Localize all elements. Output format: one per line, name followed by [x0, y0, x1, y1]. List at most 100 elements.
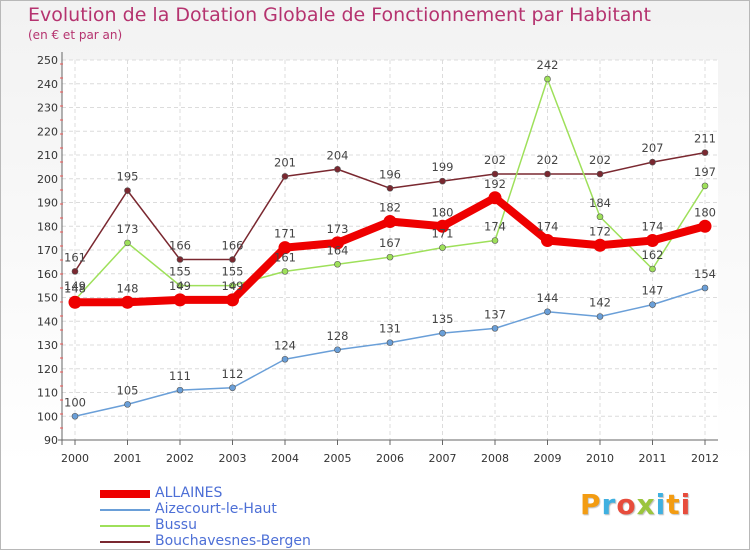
- x-tick-label-2005: 2005: [324, 452, 352, 465]
- point-bouchavesnes-bergen-2007: [439, 177, 446, 185]
- point-aizecourt-le-haut-2010: [596, 313, 604, 320]
- point-allaines-2009: [541, 234, 554, 247]
- data-label-aizecourt-le-haut-2005: 128: [327, 329, 349, 343]
- point-bouchavesnes-bergen-2011: [649, 158, 656, 166]
- point-allaines-2012: [698, 219, 712, 233]
- y-tick-label-240: 240: [37, 78, 58, 91]
- data-label-bussu-2008: 174: [484, 220, 506, 234]
- data-label-allaines-2006: 182: [379, 201, 401, 215]
- y-tick-label-150: 150: [37, 292, 58, 305]
- point-aizecourt-le-haut-2007: [439, 329, 446, 337]
- data-label-bussu-2006: 167: [379, 236, 401, 250]
- legend-swatch-allaines: [100, 490, 150, 498]
- data-label-aizecourt-le-haut-2001: 105: [117, 383, 139, 397]
- point-bussu-2003: [229, 282, 236, 289]
- data-label-bussu-2001: 173: [117, 222, 139, 236]
- legend-label-bussu: Bussu: [155, 517, 197, 533]
- point-allaines-2006: [383, 215, 397, 228]
- data-label-bouchavesnes-bergen-2009: 202: [537, 153, 559, 167]
- y-tick-label-220: 220: [37, 125, 58, 138]
- point-bouchavesnes-bergen-2009: [544, 170, 551, 178]
- data-label-aizecourt-le-haut-2012: 154: [694, 267, 716, 281]
- data-label-bussu-2002: 155: [169, 265, 191, 279]
- point-allaines-2008: [488, 191, 502, 205]
- data-label-bouchavesnes-bergen-2003: 166: [222, 239, 244, 253]
- data-label-aizecourt-le-haut-2003: 112: [222, 367, 244, 381]
- y-tick-label-140: 140: [37, 315, 58, 328]
- legend-label-bouchavesnes: Bouchavesnes-Bergen: [155, 533, 311, 549]
- point-allaines-2004: [278, 241, 292, 255]
- point-aizecourt-le-haut-2003: [229, 384, 236, 392]
- point-aizecourt-le-haut-2005: [334, 346, 341, 354]
- x-tick-label-2011: 2011: [639, 452, 667, 465]
- y-tick-label-230: 230: [37, 102, 58, 115]
- data-label-bussu-2009: 242: [537, 58, 559, 72]
- data-label-bouchavesnes-bergen-2012: 211: [694, 132, 716, 146]
- data-label-bouchavesnes-bergen-2004: 201: [274, 155, 296, 169]
- point-allaines-2001: [121, 295, 134, 309]
- data-label-aizecourt-le-haut-2000: 100: [64, 395, 86, 409]
- data-label-allaines-2004: 171: [274, 227, 296, 241]
- data-label-bouchavesnes-bergen-2006: 196: [379, 167, 401, 181]
- point-bussu-2007: [439, 244, 446, 251]
- data-label-bouchavesnes-bergen-2001: 195: [117, 170, 139, 184]
- point-bouchavesnes-bergen-2008: [491, 170, 499, 178]
- data-label-bussu-2005: 164: [327, 243, 349, 257]
- data-label-bussu-2010: 184: [589, 196, 611, 210]
- legend-swatch-bouchavesnes: [100, 541, 150, 543]
- series: [68, 75, 712, 420]
- point-aizecourt-le-haut-2006: [386, 339, 394, 346]
- chart-subtitle: (en € et par an): [28, 28, 123, 42]
- point-bouchavesnes-bergen-2002: [176, 256, 184, 263]
- data-label-aizecourt-le-haut-2011: 147: [642, 284, 664, 298]
- data-label-allaines-2012: 180: [694, 205, 716, 219]
- point-bussu-2008: [491, 237, 499, 244]
- data-label-bouchavesnes-bergen-2011: 207: [642, 141, 664, 155]
- data-label-aizecourt-le-haut-2010: 142: [589, 296, 611, 310]
- data-label-bussu-2007: 171: [432, 227, 454, 241]
- legend-item-allaines: ALLAINES: [100, 485, 400, 502]
- point-bouchavesnes-bergen-2012: [701, 149, 709, 156]
- data-label-bussu-2011: 162: [642, 248, 664, 262]
- legend-label-allaines: ALLAINES: [155, 485, 223, 501]
- point-aizecourt-le-haut-2002: [176, 386, 184, 394]
- point-bussu-2004: [281, 268, 289, 275]
- point-aizecourt-le-haut-2000: [71, 412, 79, 420]
- point-aizecourt-le-haut-2011: [649, 301, 656, 308]
- y-tick-label-200: 200: [37, 173, 58, 186]
- data-label-allaines-2001: 148: [117, 281, 139, 295]
- point-aizecourt-le-haut-2004: [281, 355, 289, 363]
- point-bouchavesnes-bergen-2001: [124, 187, 131, 194]
- x-tick-label-2012: 2012: [691, 452, 719, 465]
- legend-swatch-bussu: [100, 525, 150, 527]
- chart-title: Evolution de la Dotation Globale de Fonc…: [28, 4, 651, 26]
- point-allaines-2011: [646, 234, 659, 247]
- x-tick-label-2001: 2001: [114, 452, 142, 465]
- point-bussu-2006: [386, 253, 394, 261]
- data-label-bouchavesnes-bergen-2010: 202: [589, 153, 611, 167]
- point-bouchavesnes-bergen-2000: [71, 268, 79, 275]
- y-tick-label-110: 110: [37, 387, 58, 400]
- data-label-aizecourt-le-haut-2008: 137: [484, 307, 506, 321]
- point-bussu-2001: [124, 239, 131, 247]
- data-label-aizecourt-le-haut-2007: 135: [432, 312, 454, 326]
- x-tick-label-2009: 2009: [534, 452, 562, 465]
- x-tick-label-2006: 2006: [376, 452, 404, 465]
- y-tick-label-90: 90: [44, 434, 58, 447]
- y-tick-label-210: 210: [37, 149, 58, 162]
- data-label-allaines-2005: 173: [327, 222, 349, 236]
- y-tick-label-160: 160: [37, 268, 58, 281]
- y-tick-label-250: 250: [37, 54, 58, 67]
- point-bussu-2012: [701, 182, 709, 190]
- proxiti-logo: Proxiti: [580, 488, 692, 521]
- legend-item-aizecourt: Aizecourt-le-Haut: [100, 501, 400, 518]
- point-bouchavesnes-bergen-2005: [334, 165, 341, 173]
- data-label-allaines-2009: 174: [537, 220, 559, 234]
- point-bussu-2011: [649, 265, 656, 273]
- x-tick-label-2008: 2008: [481, 452, 509, 465]
- point-bouchavesnes-bergen-2010: [596, 170, 604, 178]
- point-allaines-2002: [173, 293, 187, 307]
- point-allaines-2005: [331, 236, 344, 250]
- data-label-bussu-2003: 155: [222, 265, 244, 279]
